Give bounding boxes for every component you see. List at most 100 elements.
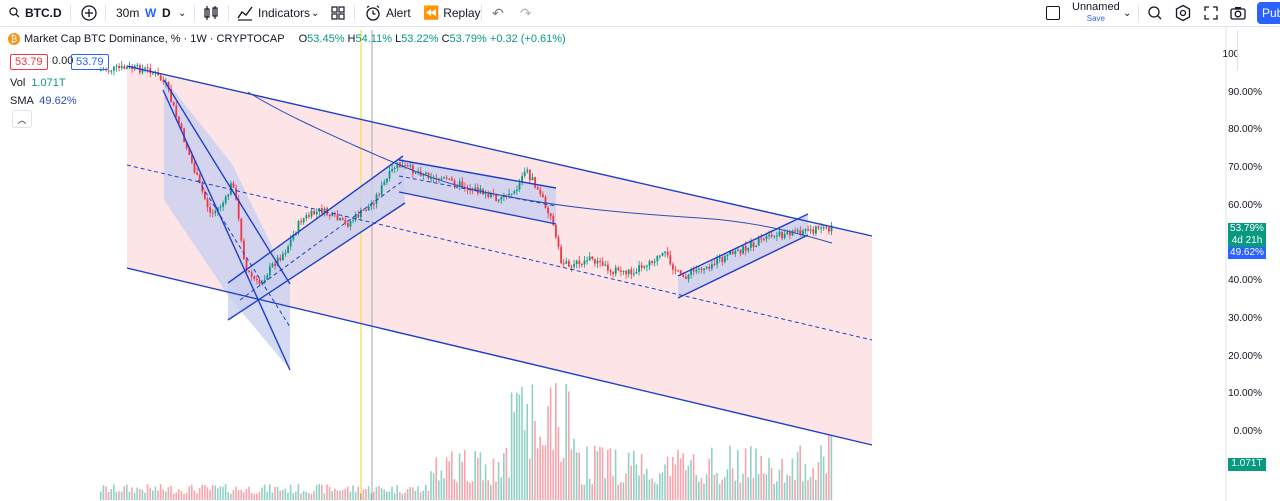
volume-bar — [495, 481, 497, 500]
volume-bar — [786, 474, 788, 500]
undo-button[interactable]: ↶ — [492, 0, 504, 26]
candle-body — [807, 229, 809, 231]
candle-body — [651, 261, 653, 263]
volume-bar — [760, 455, 762, 500]
sma-legend[interactable]: SMA 49.62% — [10, 95, 77, 107]
volume-bar — [669, 476, 671, 500]
indicators-label: Indicators — [258, 6, 311, 20]
volume-bar — [508, 477, 510, 500]
alert-button[interactable]: Alert — [364, 0, 411, 26]
layout-name-button[interactable]: Unnamed Save — [1072, 0, 1120, 26]
chart-canvas[interactable] — [0, 27, 1280, 501]
candle-body — [737, 249, 739, 251]
candle-body — [508, 193, 510, 196]
fullscreen-button[interactable] — [1202, 0, 1220, 26]
candle-body — [783, 233, 786, 239]
volume-bar — [596, 451, 599, 500]
candle-body — [240, 218, 243, 241]
plus-circle-icon — [81, 5, 97, 21]
volume-bar — [419, 492, 422, 500]
snapshot-button[interactable] — [1229, 0, 1247, 26]
price-tick-label: 90.00% — [1228, 86, 1262, 98]
volume-bar — [354, 491, 357, 500]
volume-bar — [653, 482, 656, 500]
candle-body — [705, 266, 708, 269]
collapse-legend-button[interactable]: ︿ — [12, 110, 32, 128]
candle-body — [565, 261, 568, 264]
symbol-search-button[interactable]: BTC.D — [8, 0, 62, 26]
volume-bar — [659, 473, 661, 500]
candle-body — [781, 231, 783, 239]
interval-w[interactable]: W — [145, 0, 156, 26]
volume-bar — [651, 478, 653, 500]
layout-select-checkbox[interactable] — [1046, 0, 1060, 26]
chevron-down-icon: ⌄ — [311, 7, 320, 19]
volume-bar — [175, 492, 177, 500]
volume-bar — [490, 484, 492, 500]
volume-bar — [781, 458, 783, 500]
indicators-icon — [237, 6, 253, 21]
volume-bar — [778, 469, 781, 500]
series-title[interactable]: Market Cap BTC Dominance, % · 1W · CRYPT… — [24, 33, 285, 45]
recent-channel-fill — [678, 214, 808, 298]
candle-body — [378, 194, 380, 196]
candle-body — [739, 249, 742, 254]
chart-type-button[interactable] — [202, 0, 220, 26]
publish-button[interactable]: Pub — [1257, 2, 1280, 24]
volume-legend[interactable]: Vol 1.071T — [10, 77, 66, 89]
volume-bar — [139, 489, 141, 500]
volume-bar — [224, 484, 227, 500]
volume-bar — [620, 482, 622, 500]
replay-label: Replay — [443, 6, 481, 20]
volume-bar — [773, 483, 775, 500]
replay-button[interactable]: ⏪ Replay — [423, 0, 481, 26]
volume-bar — [731, 468, 734, 500]
volume-bar — [815, 479, 817, 500]
redo-button[interactable]: ↷ — [520, 0, 532, 26]
layout-status: Save — [1086, 14, 1105, 23]
candle-body — [828, 227, 830, 232]
candle-body — [349, 221, 352, 227]
volume-bar — [180, 491, 183, 500]
layouts-button[interactable] — [329, 0, 347, 26]
interval-30m[interactable]: 30m — [116, 0, 139, 26]
layout-dropdown[interactable]: ⌄ — [1123, 0, 1131, 26]
volume-bar — [404, 492, 406, 500]
sell-price-box[interactable]: 53.79 — [10, 54, 48, 70]
settings-button[interactable] — [1174, 0, 1192, 26]
volume-value: 1.071T — [31, 77, 66, 89]
volume-bar — [646, 468, 648, 500]
volume-bar — [776, 481, 778, 500]
candle-body — [461, 181, 464, 187]
symbol-name: BTC.D — [25, 6, 62, 20]
interval-dropdown[interactable]: ⌄ — [178, 0, 186, 26]
candle-body — [755, 245, 757, 248]
volume-bar — [284, 488, 287, 500]
volume-bar — [235, 486, 237, 500]
buy-price-box[interactable]: 53.79 — [71, 54, 109, 70]
interval-d[interactable]: D — [162, 0, 171, 26]
volume-bar — [817, 462, 820, 500]
volume-bar — [583, 484, 586, 500]
candle-body — [245, 259, 248, 271]
candle-body — [750, 241, 752, 248]
volume-bar — [105, 486, 107, 500]
indicators-button[interactable]: Indicators — [236, 0, 310, 26]
volume-bar — [219, 486, 222, 500]
candle-body — [438, 178, 440, 180]
indicators-dropdown[interactable]: ⌄ — [311, 0, 319, 26]
quick-search-button[interactable] — [1146, 0, 1164, 26]
volume-bar — [716, 472, 718, 500]
candle-body — [425, 172, 427, 175]
volume-bar — [289, 484, 292, 500]
compare-button[interactable] — [80, 0, 98, 26]
candle-body — [747, 247, 750, 251]
volume-bar — [799, 445, 801, 500]
candle-body — [315, 211, 318, 215]
candle-body — [700, 268, 703, 271]
candle-body — [711, 264, 713, 269]
volume-bar — [484, 464, 487, 500]
sma-line — [247, 91, 833, 244]
candle-body — [742, 246, 744, 254]
volume-bar — [796, 452, 799, 500]
